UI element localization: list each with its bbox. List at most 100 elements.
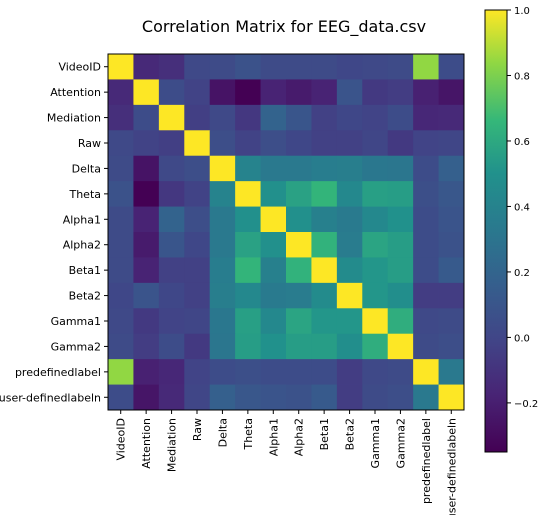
heatmap-cell	[286, 257, 312, 284]
row-label: predefinedlabel	[15, 366, 101, 379]
heatmap-cell	[413, 155, 439, 182]
heatmap-cell	[209, 79, 236, 106]
heatmap-cell	[209, 206, 236, 233]
heatmap-cell	[235, 104, 261, 131]
heatmap-cell	[108, 333, 134, 360]
row-label: Beta1	[69, 264, 101, 277]
heatmap-cell	[336, 181, 363, 207]
heatmap-cell	[387, 384, 414, 411]
row-label: Alpha2	[63, 239, 101, 252]
heatmap-cell	[336, 104, 363, 131]
heatmap-cell	[260, 282, 287, 309]
heatmap-cell	[108, 384, 134, 411]
heatmap-cell	[413, 282, 439, 309]
heatmap-cell	[184, 79, 211, 106]
heatmap-cell	[286, 359, 312, 385]
heatmap-cell	[158, 333, 185, 360]
column-label: user-definedlabeln	[445, 418, 458, 515]
heatmap-cell	[286, 384, 312, 411]
heatmap-cell	[133, 54, 160, 80]
column-label: Raw	[191, 418, 204, 441]
column-label: Alpha1	[267, 418, 280, 456]
heatmap-cell	[209, 181, 236, 207]
heatmap-cell	[336, 359, 363, 385]
heatmap-cell	[438, 308, 465, 335]
heatmap-cell	[133, 384, 160, 411]
column-label: Delta	[216, 418, 229, 447]
heatmap-cell	[133, 206, 160, 233]
heatmap-cell	[387, 130, 414, 157]
heatmap-cell	[286, 181, 312, 207]
heatmap-cell	[158, 181, 185, 207]
heatmap-cell	[158, 155, 185, 182]
heatmap-cell	[362, 232, 389, 258]
heatmap-cell	[387, 257, 414, 284]
heatmap-cell	[133, 232, 160, 258]
heatmap-cell	[108, 181, 134, 207]
row-label: VideoID	[58, 61, 101, 74]
heatmap-cell	[362, 79, 389, 106]
heatmap-cell	[387, 308, 414, 335]
heatmap-cell	[438, 257, 465, 284]
heatmap-cell	[413, 333, 439, 360]
chart-title: Correlation Matrix for EEG_data.csv	[142, 17, 426, 37]
heatmap-cell	[108, 104, 134, 131]
heatmap-cell	[438, 79, 465, 106]
heatmap-cell	[413, 257, 439, 284]
heatmap-cell	[108, 232, 134, 258]
heatmap-cell	[108, 54, 134, 80]
heatmap-cell	[108, 206, 134, 233]
heatmap-cell	[209, 282, 236, 309]
heatmap-cell	[387, 54, 414, 80]
heatmap-cell	[311, 359, 338, 385]
heatmap-cell	[336, 308, 363, 335]
heatmap-cell	[133, 282, 160, 309]
column-label: Alpha2	[293, 418, 306, 456]
colorbar-ticks: 1.0 0.8 0.6 0.4 0.2 0.0 −0.2	[507, 6, 538, 410]
heatmap-cell	[235, 206, 261, 233]
row-label: Alpha1	[63, 213, 101, 226]
heatmap-cell	[311, 257, 338, 284]
heatmap-cell	[158, 282, 185, 309]
heatmap-cell	[387, 232, 414, 258]
heatmap-cell	[413, 232, 439, 258]
colorbar-tick-label: 0.0	[514, 333, 530, 344]
heatmap-cell	[209, 257, 236, 284]
heatmap-cell	[311, 54, 338, 80]
heatmap-cell	[133, 308, 160, 335]
heatmap-cell	[235, 308, 261, 335]
heatmap-cell	[438, 282, 465, 309]
heatmap-cell	[209, 130, 236, 157]
heatmap-cell	[438, 232, 465, 258]
heatmap-cell	[438, 333, 465, 360]
heatmap-cell	[209, 54, 236, 80]
column-label: Beta2	[344, 418, 357, 450]
heatmap-cell	[108, 257, 134, 284]
row-label: Attention	[50, 86, 101, 99]
heatmap-cell	[286, 206, 312, 233]
heatmap-cell	[260, 308, 287, 335]
heatmap-cell	[413, 130, 439, 157]
column-label: Gamma2	[394, 418, 407, 468]
heatmap-cell	[235, 359, 261, 385]
heatmap-cell	[336, 155, 363, 182]
heatmap-cell	[413, 181, 439, 207]
heatmap-cell	[362, 130, 389, 157]
row-label: Gamma2	[51, 340, 101, 353]
row-label: user-definedlabeln	[0, 391, 101, 404]
heatmap-cell	[235, 384, 261, 411]
heatmap-cell	[184, 155, 211, 182]
heatmap-cell	[413, 359, 439, 385]
heatmap-cell	[158, 79, 185, 106]
heatmap-cell	[438, 104, 465, 131]
heatmap-cell	[209, 232, 236, 258]
heatmap-cell	[438, 206, 465, 233]
heatmap-cell	[260, 79, 287, 106]
column-labels: VideoID Attention Mediation Raw Delta Theta Al…	[115, 410, 458, 519]
heatmap-cell	[286, 232, 312, 258]
column-label: Beta1	[318, 418, 331, 450]
heatmap-cell	[387, 155, 414, 182]
heatmap-cell	[235, 79, 261, 106]
colorbar-tick-label: 0.6	[514, 137, 530, 148]
heatmap-cell	[158, 232, 185, 258]
